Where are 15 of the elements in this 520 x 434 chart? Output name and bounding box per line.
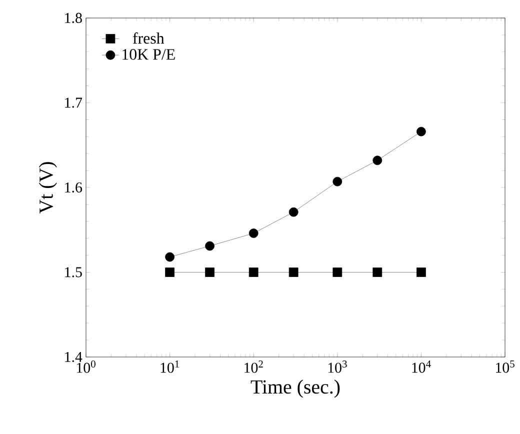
y-axis-title: Vt (V) (38, 162, 57, 214)
y-tick-label: 1.4 (65, 352, 82, 362)
legend-label: fresh (132, 32, 164, 44)
y-tick-label: 1.8 (65, 12, 82, 24)
y-tick-label: 1.7 (65, 98, 82, 108)
x-tick-label: 10$^{2}$ (244, 360, 263, 373)
y-tick-label: 1.6 (65, 182, 82, 193)
legend-label: 10K P/E (122, 49, 175, 60)
x-tick-label: 10$^{1}$ (160, 360, 180, 373)
y-tick-label: 1.5 (65, 267, 82, 278)
x-tick-label: 10$^{0}$ (76, 360, 96, 373)
x-axis-title: Time (sec.) (250, 380, 340, 398)
x-tick-label: 10$^{3}$ (328, 360, 347, 373)
x-tick-label: 10$^{4}$ (412, 360, 431, 373)
x-tick-label: 10$^{5}$ (496, 360, 514, 373)
